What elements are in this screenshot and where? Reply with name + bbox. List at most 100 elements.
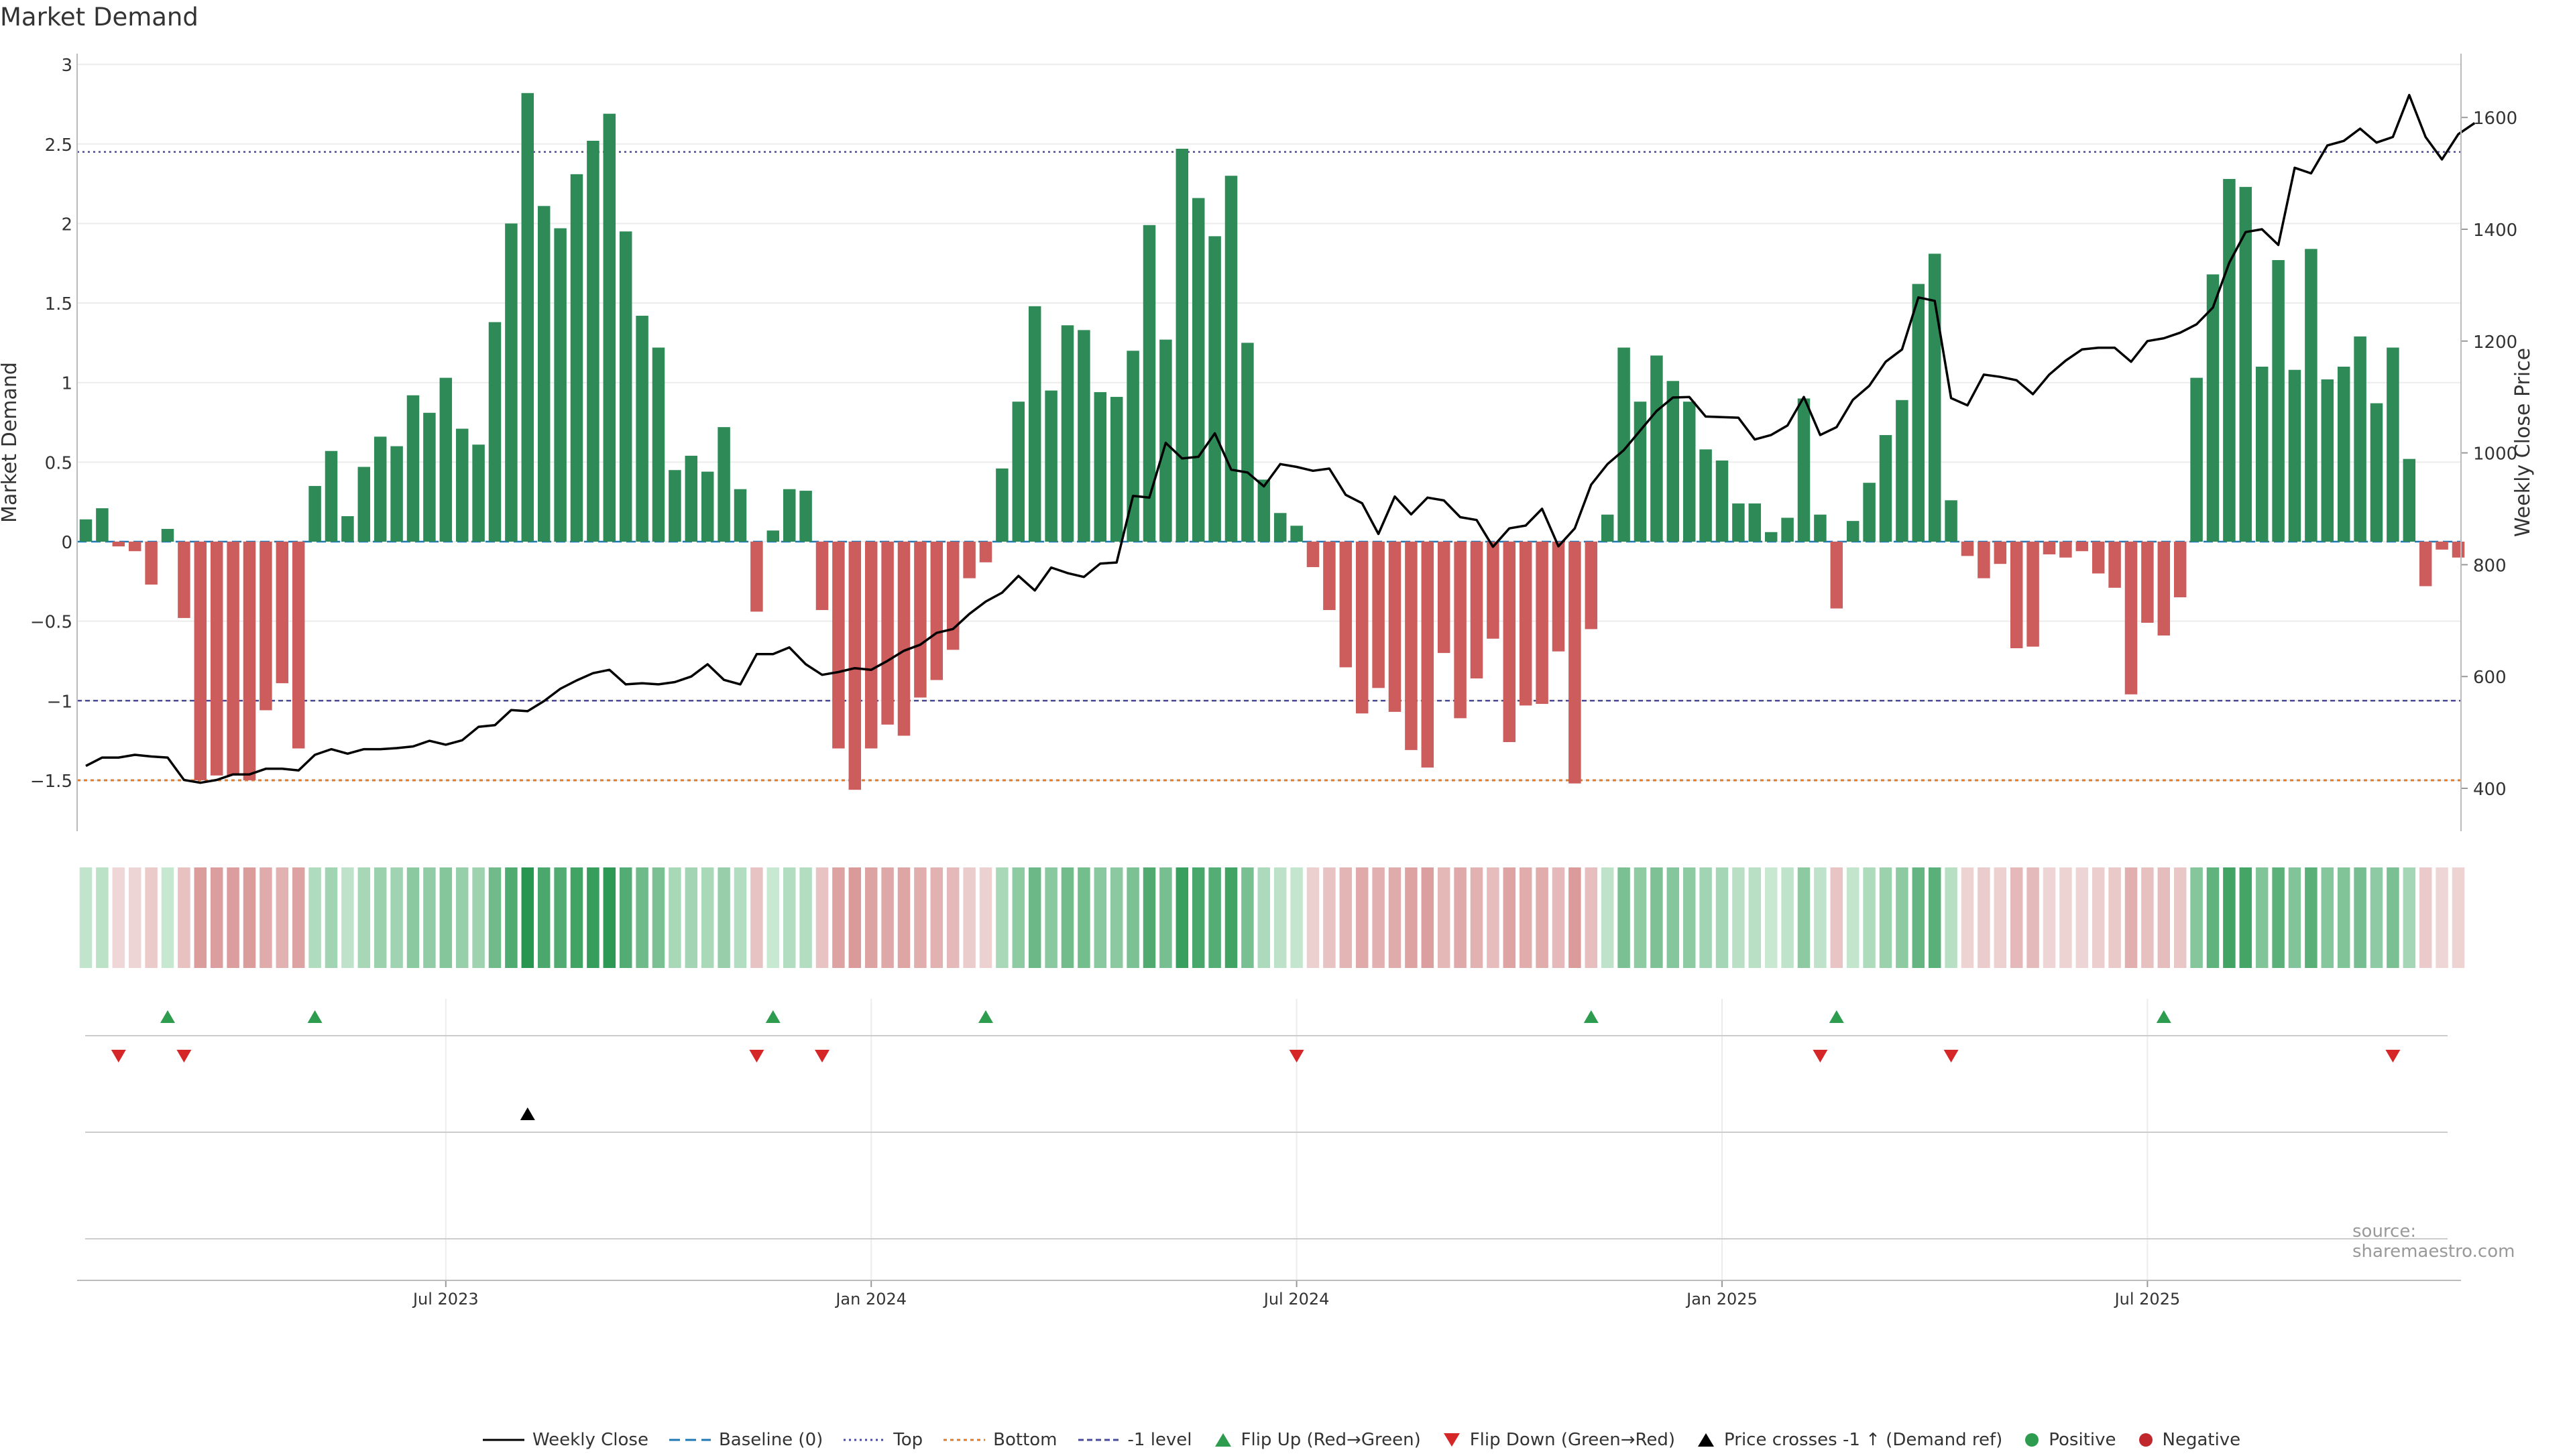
demand-bar — [2272, 259, 2285, 542]
demand-strip-cell — [1405, 867, 1418, 968]
demand-bar — [587, 141, 599, 542]
y-tick-label: 2.5 — [45, 135, 72, 156]
demand-bar — [2190, 377, 2203, 542]
demand-bar — [178, 542, 190, 618]
y2-tick-label: 1200 — [2473, 332, 2517, 353]
demand-strip-cell — [325, 867, 338, 968]
demand-bar — [685, 455, 698, 542]
demand-bar — [1764, 532, 1778, 542]
demand-bar — [1306, 542, 1320, 567]
flip-up-marker — [1829, 1010, 1844, 1023]
demand-bar — [881, 542, 894, 725]
demand-strip-cell — [864, 867, 878, 968]
demand-bar — [1094, 391, 1107, 542]
demand-strip-cell — [210, 867, 223, 968]
demand-strip-cell — [2255, 867, 2269, 968]
demand-bar — [1748, 503, 1762, 542]
y2-tick-label: 800 — [2473, 556, 2507, 576]
demand-strip-cell — [1830, 867, 1843, 968]
demand-bar — [1814, 514, 1827, 542]
flip-down-marker — [1813, 1050, 1828, 1063]
demand-bar — [227, 542, 239, 776]
demand-bar — [2173, 542, 2187, 598]
demand-bar — [1682, 402, 1696, 542]
demand-bar — [1519, 542, 1532, 706]
demand-bar — [112, 542, 125, 547]
demand-strip-cell — [2059, 867, 2072, 968]
price-cross-marker — [520, 1107, 535, 1120]
demand-bar — [1879, 435, 1892, 542]
legend-item-negative: Negative — [2137, 1430, 2240, 1450]
flip-up-marker — [2156, 1010, 2171, 1023]
flip-down-marker — [1943, 1050, 1959, 1063]
demand-bar — [406, 395, 420, 542]
demand-bar — [619, 231, 632, 542]
legend-label: Positive — [2049, 1430, 2116, 1450]
demand-strip-cell — [799, 867, 812, 968]
demand-strip-cell — [1470, 867, 1483, 968]
demand-strip-cell — [1355, 867, 1369, 968]
demand-strip-cell — [1912, 867, 1925, 968]
demand-bar — [1257, 479, 1271, 542]
demand-strip-cell — [2337, 867, 2350, 968]
demand-bar — [799, 491, 812, 542]
demand-bar — [1437, 542, 1450, 654]
demand-strip-cell — [1568, 867, 1581, 968]
demand-bar — [96, 508, 109, 542]
demand-strip-cell — [1879, 867, 1892, 968]
demand-bar — [325, 450, 338, 542]
legend-item-price-cross: Price crosses -1 ↑ (Demand ref) — [1696, 1430, 2002, 1450]
demand-strip-cell — [374, 867, 387, 968]
demand-bar — [2354, 336, 2366, 542]
demand-strip-cell — [2010, 867, 2023, 968]
line-solid-black-icon — [483, 1439, 524, 1441]
demand-strip-cell — [946, 867, 960, 968]
demand-bar — [1568, 542, 1581, 784]
demand-strip-cell — [2043, 867, 2056, 968]
source-credit: source: sharemaestro.com — [2352, 1221, 2515, 1262]
demand-strip-cell — [1519, 867, 1532, 968]
y2-tick-label: 1000 — [2473, 444, 2517, 465]
demand-strip-cell — [2305, 867, 2318, 968]
x-tick-label: Jul 2025 — [2114, 1290, 2181, 1309]
demand-bar — [1781, 518, 1794, 542]
demand-strip-cell — [2436, 867, 2448, 968]
legend-item-bottom: Bottom — [943, 1430, 1057, 1450]
demand-bar — [1421, 542, 1434, 768]
demand-strip-cell — [439, 867, 453, 968]
flip-up-marker — [978, 1010, 993, 1023]
demand-strip-cell — [1437, 867, 1450, 968]
demand-strip-cell — [1028, 867, 1041, 968]
demand-strip-cell — [96, 867, 109, 968]
y2-tick-label: 1600 — [2473, 109, 2517, 129]
x-tick-label: Jan 2024 — [834, 1290, 907, 1309]
y-tick-label: 2 — [61, 215, 72, 235]
demand-strip-cell — [1012, 867, 1025, 968]
demand-strip-cell — [750, 867, 763, 968]
demand-bar — [2387, 347, 2399, 542]
demand-strip-cell — [1487, 867, 1499, 968]
demand-strip-cell — [194, 867, 207, 968]
demand-bar — [1797, 398, 1811, 542]
demand-bar — [505, 223, 518, 542]
demand-bar — [1012, 402, 1025, 542]
demand-strip-cell — [1372, 867, 1385, 968]
legend-label: Flip Down (Green→Red) — [1469, 1430, 1676, 1450]
demand-strip-cell — [1650, 867, 1663, 968]
demand-bar — [2026, 542, 2039, 647]
legend-item-positive: Positive — [2023, 1430, 2116, 1450]
demand-strip-cell — [619, 867, 632, 968]
demand-strip-cell — [227, 867, 239, 968]
flip-down-marker — [111, 1050, 126, 1063]
demand-bar — [1846, 521, 1859, 542]
event-markers — [111, 1010, 2401, 1120]
demand-bar — [946, 542, 960, 650]
flip-up-marker — [307, 1010, 323, 1023]
demand-bar — [292, 542, 305, 749]
demand-strip-cell — [1224, 867, 1238, 968]
demand-strip-cell — [1945, 867, 1957, 968]
demand-strip-cell — [1078, 867, 1090, 968]
demand-bar — [488, 322, 502, 542]
demand-strip-cell — [1536, 867, 1548, 968]
demand-bar — [1617, 347, 1630, 542]
